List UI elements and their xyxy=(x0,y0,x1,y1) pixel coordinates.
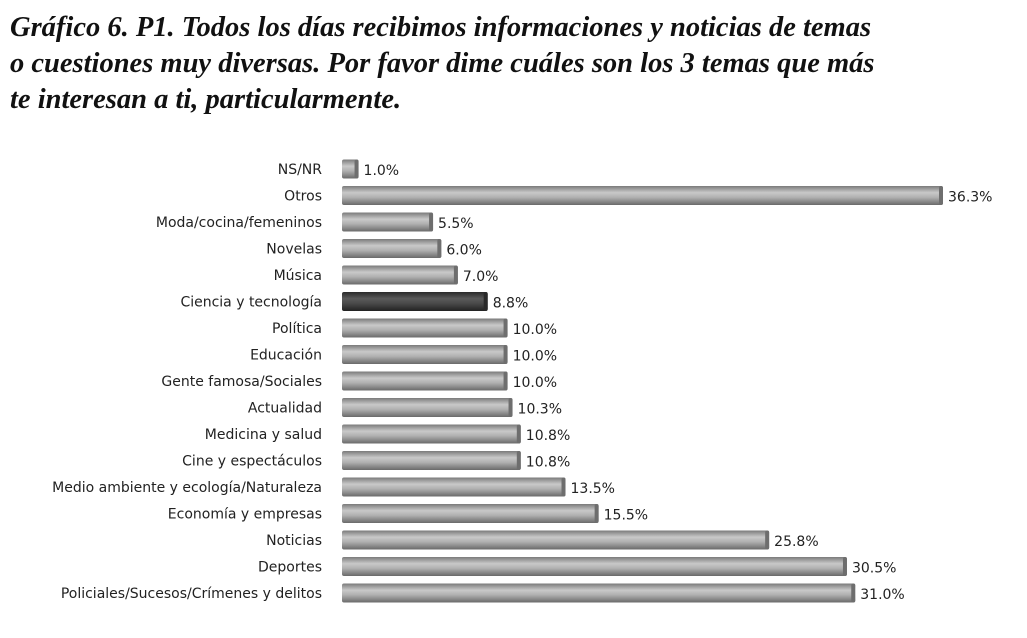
value-label: 10.0% xyxy=(513,349,557,365)
category-label: Cine y espectáculos xyxy=(182,454,322,470)
category-label: Medio ambiente y ecología/Naturaleza xyxy=(52,480,322,496)
bar-end-cap xyxy=(354,159,359,179)
bar-end-cap xyxy=(503,318,508,338)
value-label: 10.3% xyxy=(518,402,562,418)
value-label: 5.5% xyxy=(438,216,474,232)
category-label: Política xyxy=(272,321,322,337)
value-label: 10.8% xyxy=(526,455,570,471)
value-label: 13.5% xyxy=(571,481,615,497)
bar-end-cap xyxy=(516,451,521,470)
chart-title: Gráfico 6. P1. Todos los días recibimos … xyxy=(10,12,875,115)
value-label: 25.8% xyxy=(774,534,818,550)
bar-end-cap xyxy=(939,186,943,205)
bar xyxy=(342,292,488,311)
value-label: 10.8% xyxy=(526,428,570,444)
category-label: Gente famosa/Sociales xyxy=(161,374,322,390)
category-label: Ciencia y tecnología xyxy=(180,295,322,311)
value-label: 8.8% xyxy=(493,296,529,312)
category-label: Música xyxy=(274,268,322,284)
value-label: 10.0% xyxy=(513,322,557,338)
bar-end-cap xyxy=(503,371,508,391)
value-label: 1.0% xyxy=(364,163,400,179)
bar xyxy=(342,265,458,285)
category-label: Moda/cocina/femeninos xyxy=(156,215,322,231)
bar xyxy=(342,345,508,364)
bar xyxy=(342,398,513,417)
bar xyxy=(342,318,508,338)
category-label: Noticias xyxy=(266,533,322,549)
bar-end-cap xyxy=(516,424,521,444)
bar-end-cap xyxy=(453,265,458,285)
bar-end-cap xyxy=(437,239,442,258)
category-label: Medicina y salud xyxy=(205,427,322,443)
bar xyxy=(342,504,599,523)
value-label: 31.0% xyxy=(860,587,904,603)
category-label: Educación xyxy=(250,348,322,364)
value-label: 30.5% xyxy=(852,561,896,577)
bar xyxy=(342,424,521,444)
bar xyxy=(342,186,943,205)
bar xyxy=(342,159,359,179)
category-label: Actualidad xyxy=(248,401,322,417)
bar-end-cap xyxy=(503,345,508,364)
bar-end-cap xyxy=(594,504,599,523)
bar-end-cap xyxy=(483,292,488,311)
bar-end-cap xyxy=(561,477,566,497)
category-label: Novelas xyxy=(266,242,322,258)
value-label: 7.0% xyxy=(463,269,499,285)
bar-end-cap xyxy=(851,583,856,603)
value-label: 10.0% xyxy=(513,375,557,391)
bar-end-cap xyxy=(429,212,434,232)
bar xyxy=(342,451,521,470)
bar xyxy=(342,557,847,576)
category-label: Deportes xyxy=(258,560,322,576)
category-label: Policiales/Sucesos/Crímenes y delitos xyxy=(61,586,322,602)
category-label: Economía y empresas xyxy=(168,507,322,523)
bar-end-cap xyxy=(765,530,770,550)
bar xyxy=(342,477,566,497)
bar xyxy=(342,583,856,603)
value-label: 15.5% xyxy=(604,508,648,524)
category-label: NS/NR xyxy=(278,162,323,178)
bar-end-cap xyxy=(508,398,513,417)
bar xyxy=(342,212,434,232)
category-label: Otros xyxy=(284,189,322,205)
bar xyxy=(342,371,508,391)
bar xyxy=(342,239,442,258)
bar-end-cap xyxy=(842,557,847,576)
value-label: 36.3% xyxy=(948,190,992,206)
value-label: 6.0% xyxy=(446,243,482,259)
bar xyxy=(342,530,770,550)
